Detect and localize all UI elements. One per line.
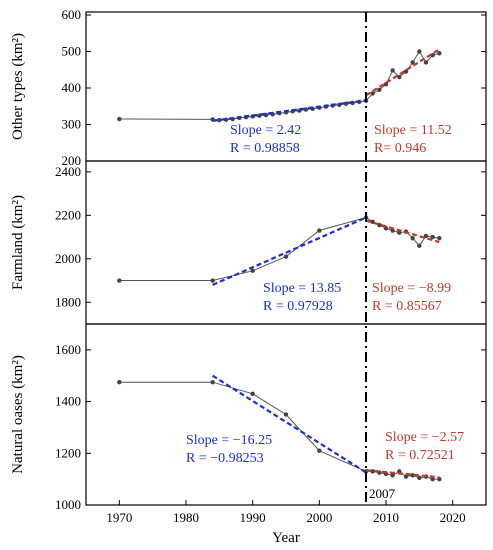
- r-label: R = 0.97928: [263, 299, 333, 314]
- panel-frame: [85, 323, 487, 506]
- y-tick-label: 1400: [55, 394, 81, 409]
- data-point: [410, 473, 415, 478]
- y-tick-label: 600: [62, 7, 82, 22]
- x-tick-label: 2000: [306, 510, 332, 525]
- data-point: [117, 278, 122, 283]
- data-point: [417, 243, 422, 248]
- data-point: [370, 91, 375, 96]
- data-point: [283, 412, 289, 417]
- y-tick-label: 500: [62, 44, 82, 59]
- trend-line: [212, 374, 367, 474]
- slope-label: Slope = 11.52: [374, 123, 452, 138]
- data-point: [283, 254, 289, 259]
- data-point: [430, 476, 435, 482]
- data-point: [370, 469, 375, 474]
- r-label: R = −0.98253: [186, 451, 264, 466]
- data-point: [317, 228, 322, 233]
- data-point: [410, 235, 415, 241]
- y-tick-label: 2000: [55, 251, 81, 266]
- data-point: [430, 234, 435, 240]
- x-tick-label: 1990: [240, 510, 266, 525]
- trend-line: [212, 99, 367, 122]
- data-point: [417, 475, 422, 481]
- data-point: [217, 117, 222, 123]
- data-point: [303, 107, 309, 112]
- x-tick-label: 2020: [440, 510, 466, 525]
- x-axis-title: Year: [272, 530, 300, 546]
- data-point: [437, 235, 442, 241]
- x-tick-label: 1980: [173, 510, 199, 525]
- panel-1: 200 300 400 500 600 Other types (km²) Slope = …: [10, 7, 487, 168]
- slope-label: Slope = −8.99: [372, 281, 451, 296]
- data-point: [423, 233, 429, 239]
- slope-label: Slope = 13.85: [263, 281, 341, 296]
- data-point: [317, 448, 322, 453]
- data-point: [403, 474, 409, 479]
- data-point: [343, 101, 349, 106]
- r-label: R = 0.72521: [385, 448, 455, 463]
- data-point: [423, 60, 429, 65]
- y-tick-label: 400: [62, 80, 82, 95]
- trend-line: [365, 219, 440, 244]
- data-point: [383, 226, 389, 231]
- data-point: [390, 228, 395, 233]
- y-tick-label: 300: [62, 117, 82, 132]
- data-point: [390, 473, 395, 478]
- x-tick-label: 2010: [373, 510, 399, 525]
- data-point: [210, 278, 215, 283]
- data-point: [390, 68, 395, 73]
- data-point: [377, 87, 382, 93]
- y-tick-label: 2200: [55, 207, 81, 222]
- data-point: [210, 379, 215, 385]
- x-tick-label: 1970: [106, 510, 132, 525]
- y-axis-title: Natural oases (km²): [10, 355, 26, 474]
- y-tick-label: 1200: [55, 445, 81, 460]
- data-point: [117, 379, 122, 385]
- data-point: [430, 52, 435, 58]
- data-point: [250, 268, 255, 273]
- divider-year-label: 2007: [369, 486, 396, 501]
- y-tick-label: 1800: [55, 294, 81, 309]
- trend-line: [212, 216, 367, 286]
- data-point: [250, 391, 255, 397]
- data-point: [397, 74, 402, 80]
- data-point: [410, 60, 415, 65]
- trend-line: [365, 48, 440, 97]
- y-tick-label: 1600: [55, 342, 81, 357]
- data-point: [417, 49, 422, 54]
- series-line: [119, 50, 440, 121]
- slope-label: Slope = 2.42: [230, 123, 301, 138]
- y-tick-label: 1000: [55, 497, 81, 512]
- slope-label: Slope = −16.25: [186, 433, 272, 448]
- r-label: R = 0.98858: [230, 141, 300, 156]
- y-axis-title: Other types (km²): [10, 33, 26, 140]
- y-tick-label: 2400: [55, 164, 81, 179]
- panel-frame: [85, 11, 487, 162]
- panel-2: 1800 2000 2200 2400 Farmland (km²) Slope = 13…: [10, 160, 487, 325]
- r-label: R= 0.946: [374, 141, 426, 156]
- trend-line: [365, 468, 440, 479]
- data-point: [437, 51, 442, 56]
- y-axis-title: Farmland (km²): [10, 195, 26, 290]
- y-tick-label: 200: [62, 153, 82, 168]
- slope-label: Slope = −2.57: [385, 430, 464, 445]
- panel-3: 1000 1200 1400 1600 Natural oases (km²) Slope…: [10, 323, 487, 512]
- r-label: R = 0.85567: [372, 299, 442, 314]
- data-point: [117, 116, 122, 122]
